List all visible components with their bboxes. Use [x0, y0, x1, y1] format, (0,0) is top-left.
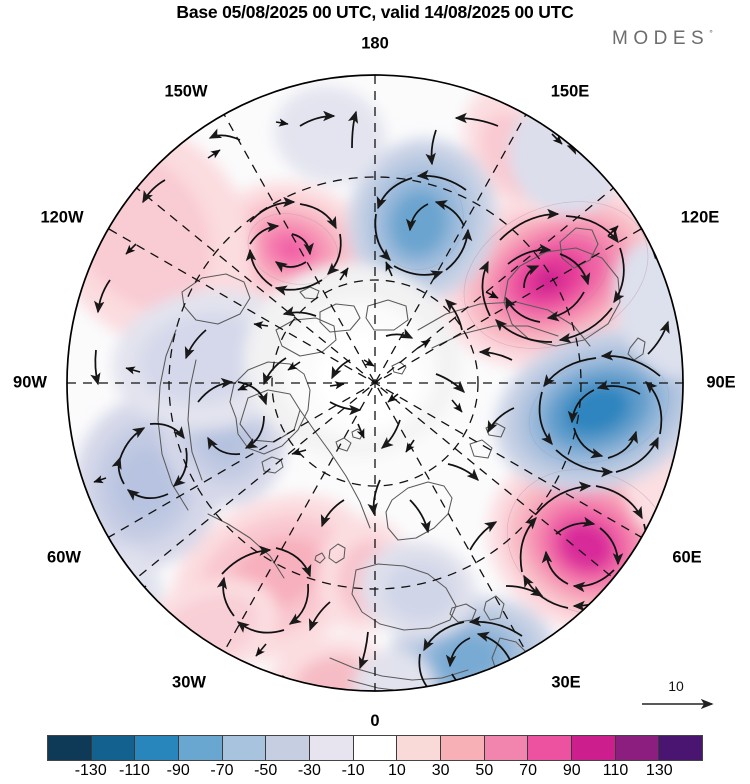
colorbar-tick-110: 110: [602, 762, 629, 779]
colorbar: [47, 735, 703, 761]
colorbar-cell-7: [353, 736, 398, 760]
colorbar-cell-6: [310, 736, 354, 760]
lon-label-180: 180: [361, 34, 389, 53]
colorbar-cell-10: [484, 736, 529, 760]
colorbar-cell-12: [572, 736, 616, 760]
colorbar-tick-10: 10: [387, 762, 406, 779]
lon-label-120E: 120E: [680, 208, 720, 227]
lon-label-90E: 90E: [706, 373, 736, 392]
colorbar-tick-neg30: -30: [297, 762, 321, 779]
colorbar-tick-130: 130: [645, 762, 673, 779]
colorbar-tick-neg130: -130: [74, 762, 107, 779]
colorbar-cell-3: [179, 736, 223, 760]
lon-label-150W: 150W: [164, 82, 208, 101]
reference-vector: 10: [640, 678, 740, 714]
registered-mark: °: [709, 28, 713, 39]
reference-vector-label: 10: [668, 678, 684, 694]
colorbar-cell-14: [659, 736, 703, 760]
colorbar-cell-4: [222, 736, 267, 760]
page-title: Base 05/08/2025 00 UTC, valid 14/08/2025…: [176, 2, 574, 22]
colorbar-cell-11: [528, 736, 573, 760]
colorbar-cell-1: [91, 736, 136, 760]
colorbar-tick-neg50: -50: [254, 762, 278, 779]
lon-label-30E: 30E: [551, 673, 581, 692]
modes-logo-text: MODES: [612, 28, 710, 49]
colorbar-ticks: -130 -110 -90 -70 -50 -30 -10 10 30 50 70 90 110 130: [47, 762, 703, 784]
colorbar-cell-8: [397, 736, 442, 760]
colorbar-cell-2: [135, 736, 180, 760]
colorbar-zero-label: 0: [370, 712, 380, 730]
colorbar-tick-90: 90: [562, 762, 581, 779]
colorbar-region: 0 -130 -110 -90 -70 -50 -30 -10 10 30 50 70 90 110 13…: [0, 712, 750, 783]
colorbar-tick-neg70: -70: [210, 762, 234, 779]
colorbar-tick-50: 50: [475, 762, 494, 779]
colorbar-tick-neg90: -90: [166, 762, 190, 779]
lon-label-60E: 60E: [672, 548, 702, 567]
colorbar-cell-5: [266, 736, 311, 760]
modes-logo: MODES°: [612, 28, 713, 50]
colorbar-tick-neg110: -110: [119, 762, 150, 779]
field-layer: [67, 75, 683, 691]
reference-vector-arrow: [642, 698, 714, 710]
lon-label-90W: 90W: [13, 373, 47, 392]
lon-label-120W: 120W: [40, 208, 84, 227]
colorbar-tick-70: 70: [519, 762, 537, 779]
lon-label-30W: 30W: [172, 673, 206, 692]
colorbar-tick-30: 30: [431, 762, 450, 779]
lon-label-60W: 60W: [47, 548, 81, 567]
lon-label-150E: 150E: [550, 82, 590, 101]
colorbar-cell-13: [615, 736, 660, 760]
colorbar-tick-neg10: -10: [341, 762, 365, 779]
polar-map-svg: [66, 74, 684, 692]
globe-outline: [66, 74, 684, 692]
colorbar-cell-0: [48, 736, 92, 760]
colorbar-cell-9: [441, 736, 485, 760]
polar-map: 180 150W 150E 120W 120E 90W 90E 60W 60E …: [0, 30, 750, 720]
